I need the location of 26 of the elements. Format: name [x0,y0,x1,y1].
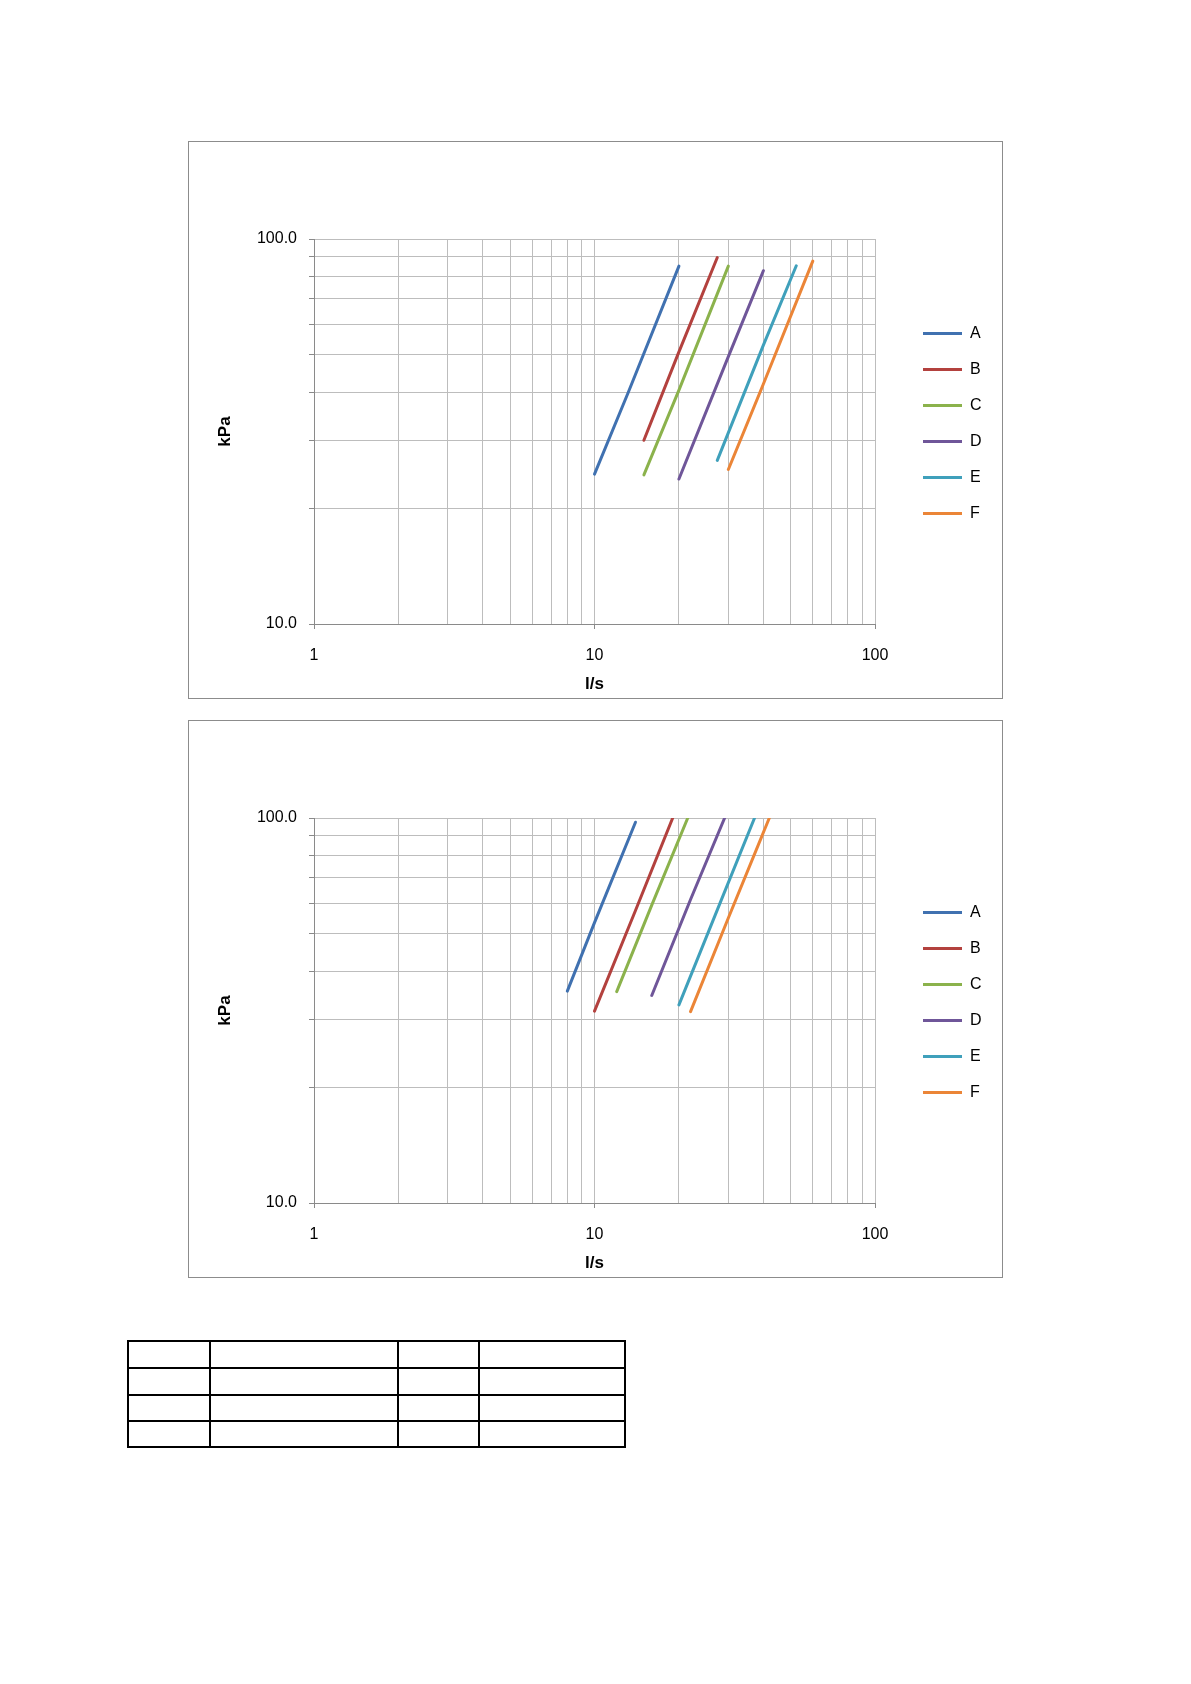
y-tick-label: 100.0 [256,808,298,826]
x-axis-title: l/s [585,674,604,694]
x-tick-label: 100 [861,1225,889,1243]
x-tick-label: 10 [585,646,604,664]
x-tick-label: 100 [861,646,889,664]
legend-label: D [970,431,982,449]
x-axis-title: l/s [585,1253,604,1273]
x-tick-label: 1 [309,646,319,664]
legend-label: B [970,938,981,956]
y-tick-label: 100.0 [256,229,298,247]
legend-label: E [970,1046,981,1064]
legend-label: F [970,503,980,521]
legend-label: F [970,1082,980,1100]
y-axis-title: kPa [214,994,234,1026]
legend-label: A [970,323,981,341]
legend-label: A [970,902,981,920]
y-tick-label: 10.0 [265,614,298,632]
legend-label: C [970,395,982,413]
legend-label: B [970,359,981,377]
legend-label: E [970,467,981,485]
y-axis-title: kPa [214,415,234,447]
x-tick-label: 10 [585,1225,604,1243]
y-tick-label: 10.0 [265,1193,298,1211]
legend-label: D [970,1010,982,1028]
legend-label: C [970,974,982,992]
x-tick-label: 1 [309,1225,319,1243]
